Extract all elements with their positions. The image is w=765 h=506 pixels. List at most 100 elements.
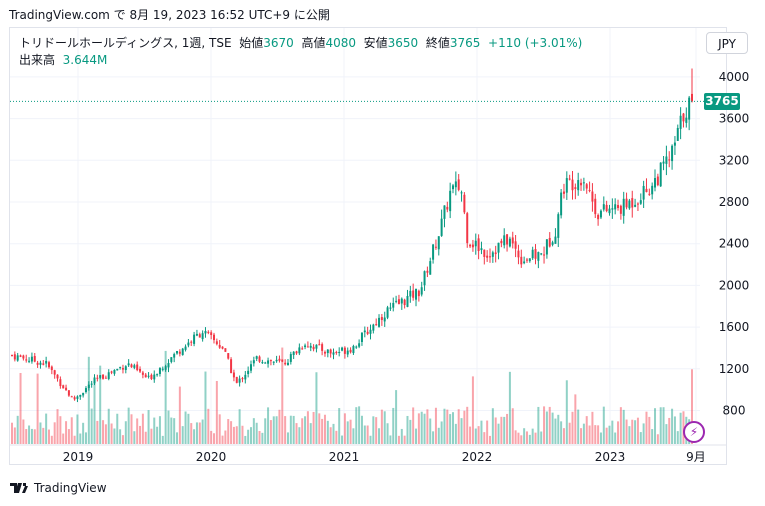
open-label: 始値 xyxy=(239,36,264,50)
volume-bar xyxy=(562,428,565,444)
candle-body xyxy=(673,142,676,146)
volume-bar xyxy=(269,420,272,444)
candle-body xyxy=(511,237,514,244)
candle-body xyxy=(181,348,184,355)
x-tick-label: 2021 xyxy=(329,450,360,464)
volume-bar xyxy=(520,435,523,444)
volume-bar xyxy=(508,371,511,444)
volume-bar xyxy=(537,406,540,444)
candle-body xyxy=(508,238,511,247)
volume-bar xyxy=(13,427,16,444)
candle-body xyxy=(523,261,526,264)
volume-bar xyxy=(400,428,403,444)
candle-body xyxy=(258,356,261,362)
volume-bar xyxy=(73,435,76,444)
candle-body xyxy=(346,350,349,355)
candle-body xyxy=(560,192,563,216)
candle-body xyxy=(187,342,190,346)
candle-body xyxy=(602,204,605,210)
volume-bar xyxy=(193,429,196,444)
candle-body xyxy=(429,261,432,275)
candle-body xyxy=(210,332,213,336)
footer-brand: TradingView xyxy=(10,481,107,495)
volume-bar xyxy=(503,416,506,444)
volume-bar xyxy=(201,419,204,444)
candle-body xyxy=(531,249,534,259)
candle-body xyxy=(577,180,580,191)
volume-bar xyxy=(90,408,93,444)
volume-bar xyxy=(139,425,142,444)
candle-body xyxy=(645,188,648,193)
candle-body xyxy=(147,375,150,377)
candle-body xyxy=(383,317,386,322)
candle-body xyxy=(599,210,602,218)
candle-body xyxy=(400,298,403,304)
volume-bar xyxy=(568,422,571,444)
volume-bar xyxy=(437,427,440,444)
candle-body xyxy=(28,360,31,362)
candle-body xyxy=(170,357,173,362)
candle-body xyxy=(133,365,136,368)
volume-bar xyxy=(113,428,116,444)
candle-body xyxy=(625,198,628,208)
volume-bar xyxy=(412,407,415,444)
candle-body xyxy=(136,364,139,371)
candle-body xyxy=(99,375,102,378)
volume-bar xyxy=(121,435,124,444)
change-value: +110 (+3.01%) xyxy=(488,36,583,50)
candle-body xyxy=(96,377,99,379)
volume-bar xyxy=(272,416,275,444)
candle-body xyxy=(668,159,671,161)
candle-body xyxy=(90,383,93,385)
volume-bar xyxy=(582,423,585,444)
volume-bar xyxy=(45,413,48,444)
volume-bar xyxy=(65,421,68,444)
volume-bar xyxy=(668,417,671,444)
volume-bar xyxy=(577,409,580,444)
volume-bar xyxy=(215,380,218,444)
volume-bar xyxy=(267,407,270,444)
candle-body xyxy=(289,354,292,362)
volume-bar xyxy=(312,411,315,444)
volume-bar xyxy=(500,416,503,444)
lightning-icon[interactable]: ⚡ xyxy=(683,421,705,443)
volume-bar xyxy=(691,369,693,444)
candle-body xyxy=(443,205,446,219)
volume-bar xyxy=(457,409,460,444)
candle-body xyxy=(543,254,546,256)
currency-button[interactable]: JPY xyxy=(706,32,748,54)
volume-bar xyxy=(173,418,176,444)
candle-body xyxy=(326,349,329,354)
y-tick-label: 1600 xyxy=(719,320,750,334)
volume-bar xyxy=(42,427,45,444)
volume-bar xyxy=(477,426,480,444)
volume-bar xyxy=(102,420,105,444)
candle-body xyxy=(488,256,491,258)
candle-body xyxy=(679,115,682,129)
volume-bar xyxy=(67,429,70,444)
volume-bar xyxy=(292,415,295,444)
volume-bar xyxy=(679,412,682,444)
candle-body xyxy=(33,356,36,362)
y-tick-label: 800 xyxy=(723,404,746,418)
volume-bar xyxy=(591,411,594,444)
volume-bar xyxy=(323,414,326,444)
candle-body xyxy=(528,258,531,262)
close-value: 3765 xyxy=(449,36,481,50)
volume-bar xyxy=(224,430,227,444)
candle-body xyxy=(554,236,557,244)
candle-body xyxy=(30,356,33,362)
candle-body xyxy=(454,181,457,188)
candle-body xyxy=(36,362,39,365)
candle-body xyxy=(295,351,298,354)
close-label: 終値 xyxy=(425,36,450,50)
candle-body xyxy=(642,185,645,200)
volume-bar xyxy=(355,407,358,444)
candle-body xyxy=(483,249,486,257)
volume-bar xyxy=(30,428,33,444)
volume-bar xyxy=(116,413,119,444)
candle-body xyxy=(176,350,179,354)
candle-body xyxy=(224,348,227,352)
candle-body xyxy=(47,362,50,368)
volume-bar xyxy=(480,420,483,444)
